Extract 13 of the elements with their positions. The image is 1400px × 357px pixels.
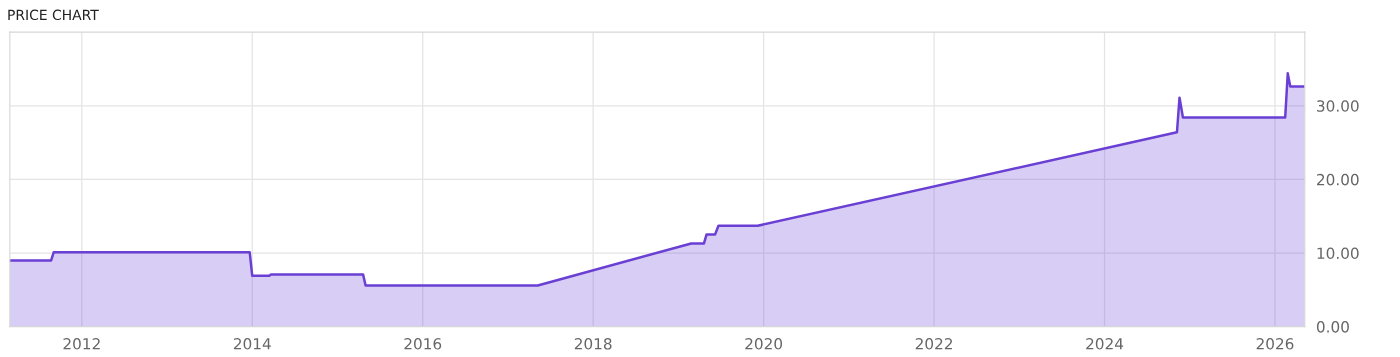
y-tick-label: 20.00 (1317, 173, 1359, 186)
y-tick-label: 0.00 (1316, 321, 1349, 333)
x-tick-label: 2024 (1086, 338, 1124, 350)
y-tick-label: 10.00 (1317, 247, 1359, 260)
y-tick-label: 30.00 (1317, 100, 1359, 112)
chart-title: PRICE CHART (8, 9, 99, 21)
x-tick-label: 2018 (574, 338, 612, 350)
x-tick-label: 2016 (404, 338, 442, 350)
x-tick-label: 2012 (63, 338, 100, 350)
x-tick-label: 2020 (745, 338, 783, 350)
x-tick-label: 2014 (233, 338, 271, 350)
x-tick-label: 2022 (915, 338, 952, 350)
x-tick-label: 2026 (1256, 338, 1294, 350)
